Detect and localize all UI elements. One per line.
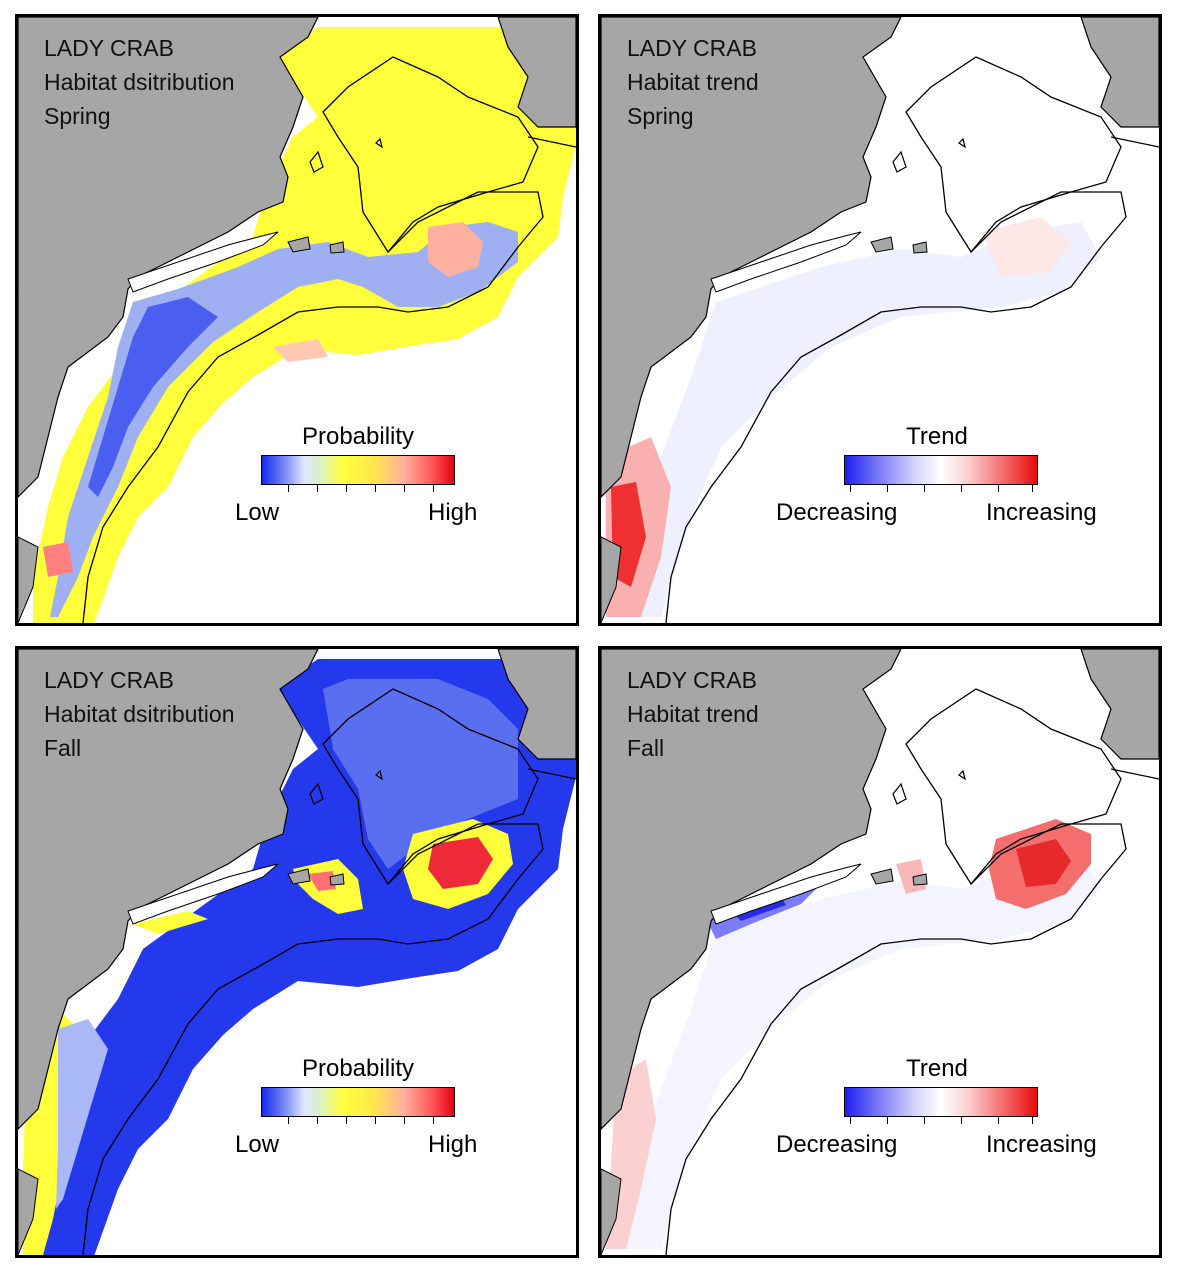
land-long-island bbox=[710, 231, 862, 293]
legend-high-label: High bbox=[428, 499, 478, 526]
land-nova-scotia bbox=[497, 649, 576, 760]
fall-distribution-cape-high bbox=[308, 871, 336, 891]
panel-season-label: Spring bbox=[44, 103, 111, 129]
contour-northeast-channel bbox=[1110, 768, 1159, 780]
map-fall-trend bbox=[601, 649, 1159, 1255]
contour-northeast-channel bbox=[527, 136, 576, 148]
panel-season-label: Spring bbox=[627, 103, 694, 129]
map-panel-spring-distribution: LADY CRAB Habitat dsitribution Spring Pr… bbox=[15, 14, 579, 626]
panel-species-label: LADY CRAB bbox=[627, 35, 757, 61]
spring-trend-slight-decrease bbox=[616, 222, 1101, 617]
legend-title: Probability bbox=[301, 423, 415, 450]
land-nova-scotia bbox=[497, 17, 576, 128]
legend-title: Trend bbox=[906, 1055, 968, 1082]
contour-gulf-of-maine bbox=[905, 56, 1122, 254]
land-island-2 bbox=[329, 873, 345, 886]
legend-low-label: Decreasing bbox=[776, 499, 898, 526]
fall-distribution-gulf-moderate-low bbox=[323, 679, 518, 869]
land-south-coast bbox=[601, 536, 622, 623]
land-mainland bbox=[601, 17, 902, 498]
land-island-2 bbox=[329, 241, 345, 254]
panel-season-label: Fall bbox=[44, 735, 82, 761]
spring-distribution-pink-edge bbox=[273, 339, 328, 362]
land-island-1 bbox=[287, 868, 311, 885]
contour-northeast-channel bbox=[1110, 136, 1159, 148]
legend-title: Trend bbox=[906, 423, 968, 450]
trend-color-bar bbox=[844, 455, 1038, 485]
legend-title: Probability bbox=[301, 1055, 415, 1082]
fall-trend-neutral-shelf bbox=[616, 854, 1101, 1249]
land-island-2 bbox=[912, 241, 928, 254]
panel-species-label: LADY CRAB bbox=[627, 667, 757, 693]
spring-distribution-yellow-zone bbox=[33, 27, 576, 623]
fall-trend-strong-increase-bank bbox=[1016, 839, 1071, 887]
panel-map-type-label: Habitat dsitribution bbox=[44, 701, 235, 727]
panel-map-type-label: Habitat dsitribution bbox=[44, 69, 235, 95]
legend-high-label: Increasing bbox=[986, 499, 1097, 526]
land-island-1 bbox=[870, 236, 894, 253]
contour-northeast-channel bbox=[527, 768, 576, 780]
contour-gulf-of-maine bbox=[905, 688, 1122, 886]
fall-trend-increase-cape bbox=[896, 859, 926, 894]
fall-distribution-bank-high bbox=[428, 837, 493, 889]
legend-low-label: Low bbox=[235, 1131, 280, 1158]
fall-distribution-transition-band bbox=[56, 1019, 108, 1209]
contour-small-features bbox=[892, 769, 966, 805]
legend-low-label: Decreasing bbox=[776, 1131, 898, 1158]
trend-color-bar bbox=[844, 1087, 1038, 1117]
land-nova-scotia bbox=[1080, 17, 1159, 128]
land-island-1 bbox=[287, 236, 311, 253]
land-mainland bbox=[18, 17, 319, 498]
land-long-island bbox=[127, 863, 279, 925]
land-south-coast bbox=[18, 1168, 39, 1255]
map-panel-spring-trend: LADY CRAB Habitat trend Spring Trend Dec… bbox=[598, 14, 1162, 626]
panel-species-label: LADY CRAB bbox=[44, 667, 174, 693]
legend-low-label: Low bbox=[235, 499, 280, 526]
land-mainland bbox=[601, 649, 902, 1130]
contour-small-features bbox=[309, 137, 383, 173]
legend-high-label: Increasing bbox=[986, 1131, 1097, 1158]
land-south-coast bbox=[601, 1168, 622, 1255]
panel-season-label: Fall bbox=[627, 735, 665, 761]
land-south-coast bbox=[18, 536, 39, 623]
map-spring-trend bbox=[601, 17, 1159, 623]
contour-gulf-of-maine bbox=[322, 688, 539, 886]
spring-distribution-low-core bbox=[88, 297, 218, 497]
contour-small-features bbox=[309, 769, 383, 805]
land-long-island bbox=[127, 231, 279, 293]
panel-species-label: LADY CRAB bbox=[44, 35, 174, 61]
map-panel-fall-trend: LADY CRAB Habitat trend Fall Trend Decre… bbox=[598, 646, 1162, 1258]
panel-map-type-label: Habitat trend bbox=[627, 701, 759, 727]
contour-small-features bbox=[892, 137, 966, 173]
land-mainland bbox=[18, 649, 319, 1130]
probability-color-bar bbox=[261, 1087, 455, 1117]
contour-shelf-break bbox=[82, 191, 544, 623]
panel-map-type-label: Habitat trend bbox=[627, 69, 759, 95]
legend-high-label: High bbox=[428, 1131, 478, 1158]
land-long-island bbox=[710, 863, 862, 925]
contour-shelf-break bbox=[665, 191, 1127, 623]
spring-trend-slight-increase-bank bbox=[981, 217, 1071, 277]
fall-distribution-coastal-yellow bbox=[133, 911, 208, 934]
contour-shelf-break bbox=[82, 823, 544, 1255]
spring-distribution-high-patch-south bbox=[43, 542, 73, 577]
spring-distribution-high-patch bbox=[428, 222, 483, 277]
probability-color-bar bbox=[261, 455, 455, 485]
land-island-2 bbox=[912, 873, 928, 886]
map-panel-fall-distribution: LADY CRAB Habitat dsitribution Fall Prob… bbox=[15, 646, 579, 1258]
land-nova-scotia bbox=[1080, 649, 1159, 760]
contour-shelf-break bbox=[665, 823, 1127, 1255]
map-spring-distribution bbox=[18, 17, 576, 623]
land-island-1 bbox=[870, 868, 894, 885]
map-fall-distribution bbox=[18, 649, 576, 1255]
contour-gulf-of-maine bbox=[322, 56, 539, 254]
